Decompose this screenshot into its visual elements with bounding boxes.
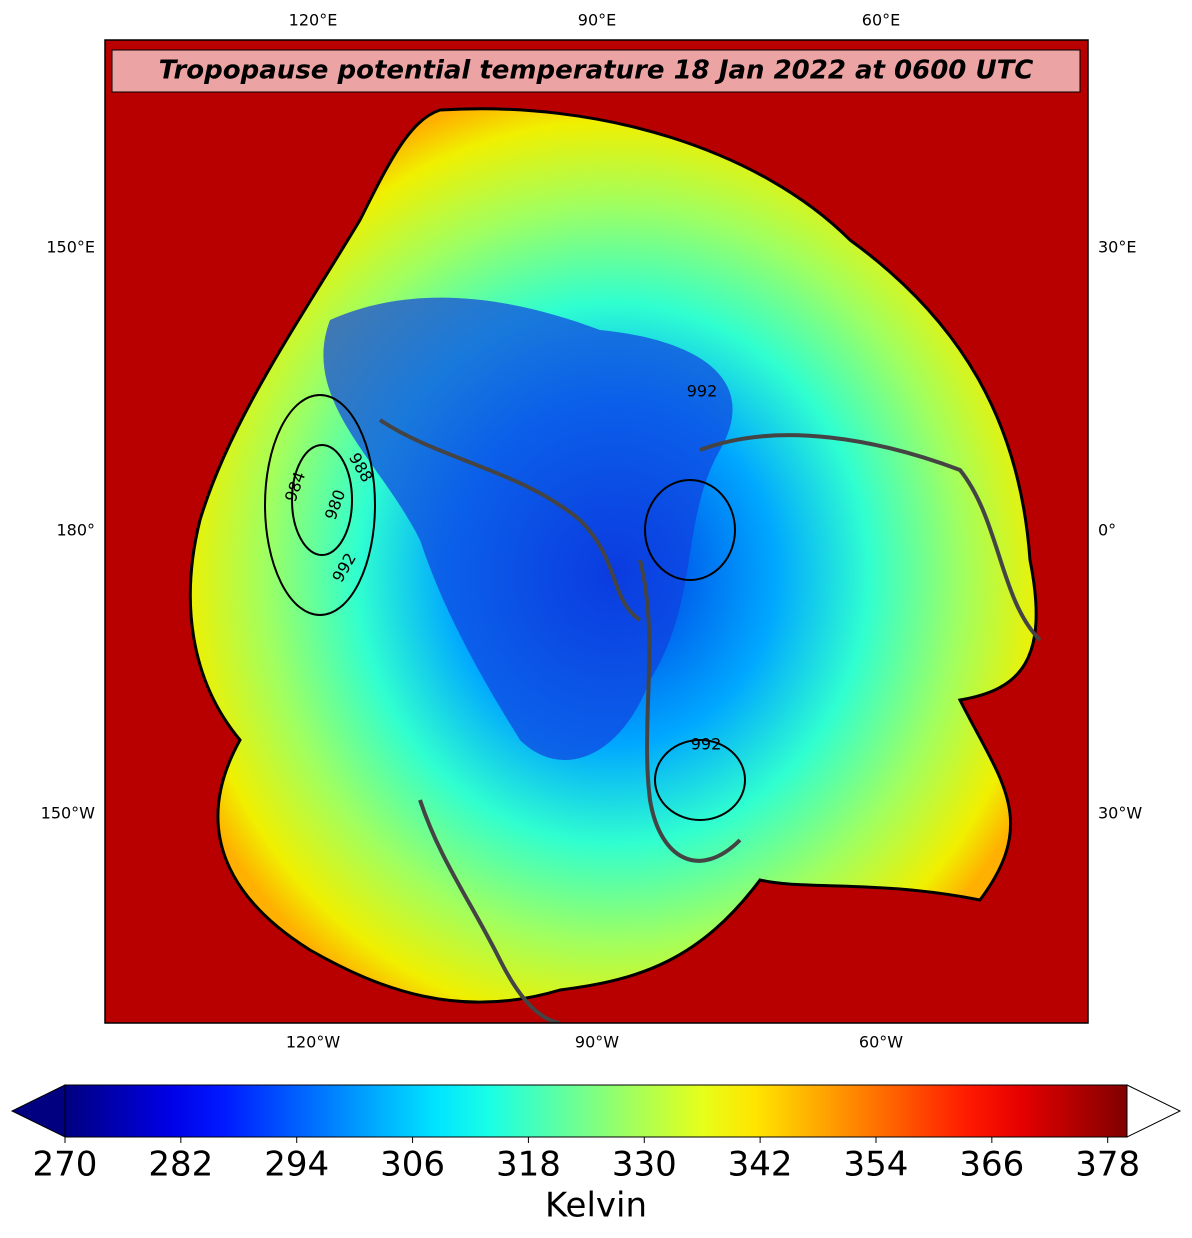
title: Tropopause potential temperature 18 Jan …	[159, 56, 1034, 86]
colorbar: 270 282 294 306 318 330 342 354 366 378	[10, 1084, 1182, 1185]
lon-label: 0°	[1098, 521, 1116, 540]
colorbar-tick-label: 342	[728, 1145, 793, 1185]
colorbar-tick-label: 378	[1075, 1145, 1140, 1185]
colorbar-label: Kelvin	[545, 1186, 647, 1226]
lon-label: 120°W	[286, 1033, 341, 1052]
cold-core	[323, 297, 733, 760]
colorbar-tick-label: 330	[612, 1145, 677, 1185]
map	[105, 40, 1088, 1023]
colorbar-tick-label: 306	[380, 1145, 445, 1185]
colorbar-tick-label: 318	[496, 1145, 561, 1185]
colorbar-tick-label: 270	[33, 1145, 98, 1185]
lon-label: 150°W	[41, 804, 96, 823]
lon-label: 30°E	[1098, 238, 1136, 257]
map-frame	[104, 39, 1089, 1024]
title-box	[111, 49, 1081, 93]
contour-label: 992	[687, 382, 718, 401]
lon-label: 60°E	[862, 11, 900, 30]
lon-label: 90°E	[578, 11, 616, 30]
colorbar-extend-min	[10, 1084, 66, 1138]
contour-label: 992	[691, 735, 722, 754]
colorbar-tick-label: 282	[148, 1145, 213, 1185]
colorbar-tick-label: 294	[264, 1145, 329, 1185]
lon-label: 150°E	[46, 238, 95, 257]
colorbar-scale	[64, 1084, 1128, 1138]
lon-label: 120°E	[289, 11, 338, 30]
coastlines	[378, 418, 1042, 1023]
colorbar-extend-max	[1126, 1084, 1182, 1138]
colorbar-tick-label: 366	[959, 1145, 1024, 1185]
colorbar-tick-label: 354	[844, 1145, 909, 1185]
lon-label: 30°W	[1098, 804, 1142, 823]
lon-label: 60°W	[859, 1033, 903, 1052]
lon-label: 180°	[56, 521, 95, 540]
lon-label: 90°W	[575, 1033, 619, 1052]
pressure-contours	[264, 394, 746, 821]
